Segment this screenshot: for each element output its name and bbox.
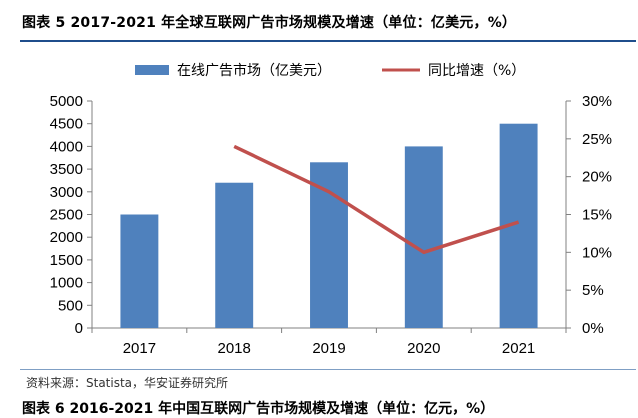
bar-series	[120, 124, 537, 328]
left-tick-label: 4000	[50, 138, 83, 155]
right-tick-label: 15%	[582, 207, 612, 224]
x-tick-label: 2017	[123, 340, 156, 357]
x-tick-label: 2018	[218, 340, 251, 357]
left-tick-label: 5000	[50, 93, 83, 110]
next-figure-title: 图表 6 2016-2021 年中国互联网广告市场规模及增速（单位：亿元，%）	[22, 398, 494, 418]
growth-line	[234, 146, 518, 252]
left-tick-label: 500	[58, 297, 83, 314]
x-tick-label: 2020	[407, 340, 440, 357]
x-tick-label: 2021	[502, 340, 535, 357]
right-tick-label: 0%	[582, 320, 604, 337]
left-tick-label: 2000	[50, 229, 83, 246]
source-note: 资料来源：Statista，华安证券研究所	[26, 374, 228, 391]
right-axis-ticks: 0% 5% 10% 15% 20% 25% 30%	[566, 93, 612, 337]
chart: 在线广告市场（亿美元） 同比增速（%） 0 500 1000 1500 2000 2500…	[0, 0, 638, 370]
legend-bar-swatch	[135, 65, 169, 75]
right-tick-label: 5%	[582, 282, 604, 299]
x-tick-label: 2019	[312, 340, 345, 357]
line-series	[234, 146, 519, 252]
legend-line-label: 同比增速（%）	[428, 63, 525, 79]
right-tick-label: 30%	[582, 93, 612, 110]
left-tick-label: 3000	[50, 184, 83, 201]
right-tick-label: 10%	[582, 244, 612, 261]
left-tick-label: 1500	[50, 252, 83, 269]
right-tick-label: 25%	[582, 131, 612, 148]
left-tick-label: 1000	[50, 275, 83, 292]
legend-bar-label: 在线广告市场（亿美元）	[177, 62, 331, 79]
x-axis-ticks: 2017 2018 2019 2020 2021	[92, 328, 566, 357]
legend: 在线广告市场（亿美元） 同比增速（%）	[135, 62, 525, 79]
bar	[215, 183, 253, 328]
source-rule	[20, 369, 636, 370]
left-tick-label: 0	[75, 320, 83, 337]
bar	[120, 215, 158, 329]
bar	[405, 146, 443, 328]
left-axis-ticks: 0 500 1000 1500 2000 2500 3000 3500 4000 4500 5000	[50, 93, 92, 337]
left-tick-label: 2500	[50, 207, 83, 224]
right-tick-label: 20%	[582, 169, 612, 186]
left-tick-label: 4500	[50, 116, 83, 133]
left-tick-label: 3500	[50, 161, 83, 178]
